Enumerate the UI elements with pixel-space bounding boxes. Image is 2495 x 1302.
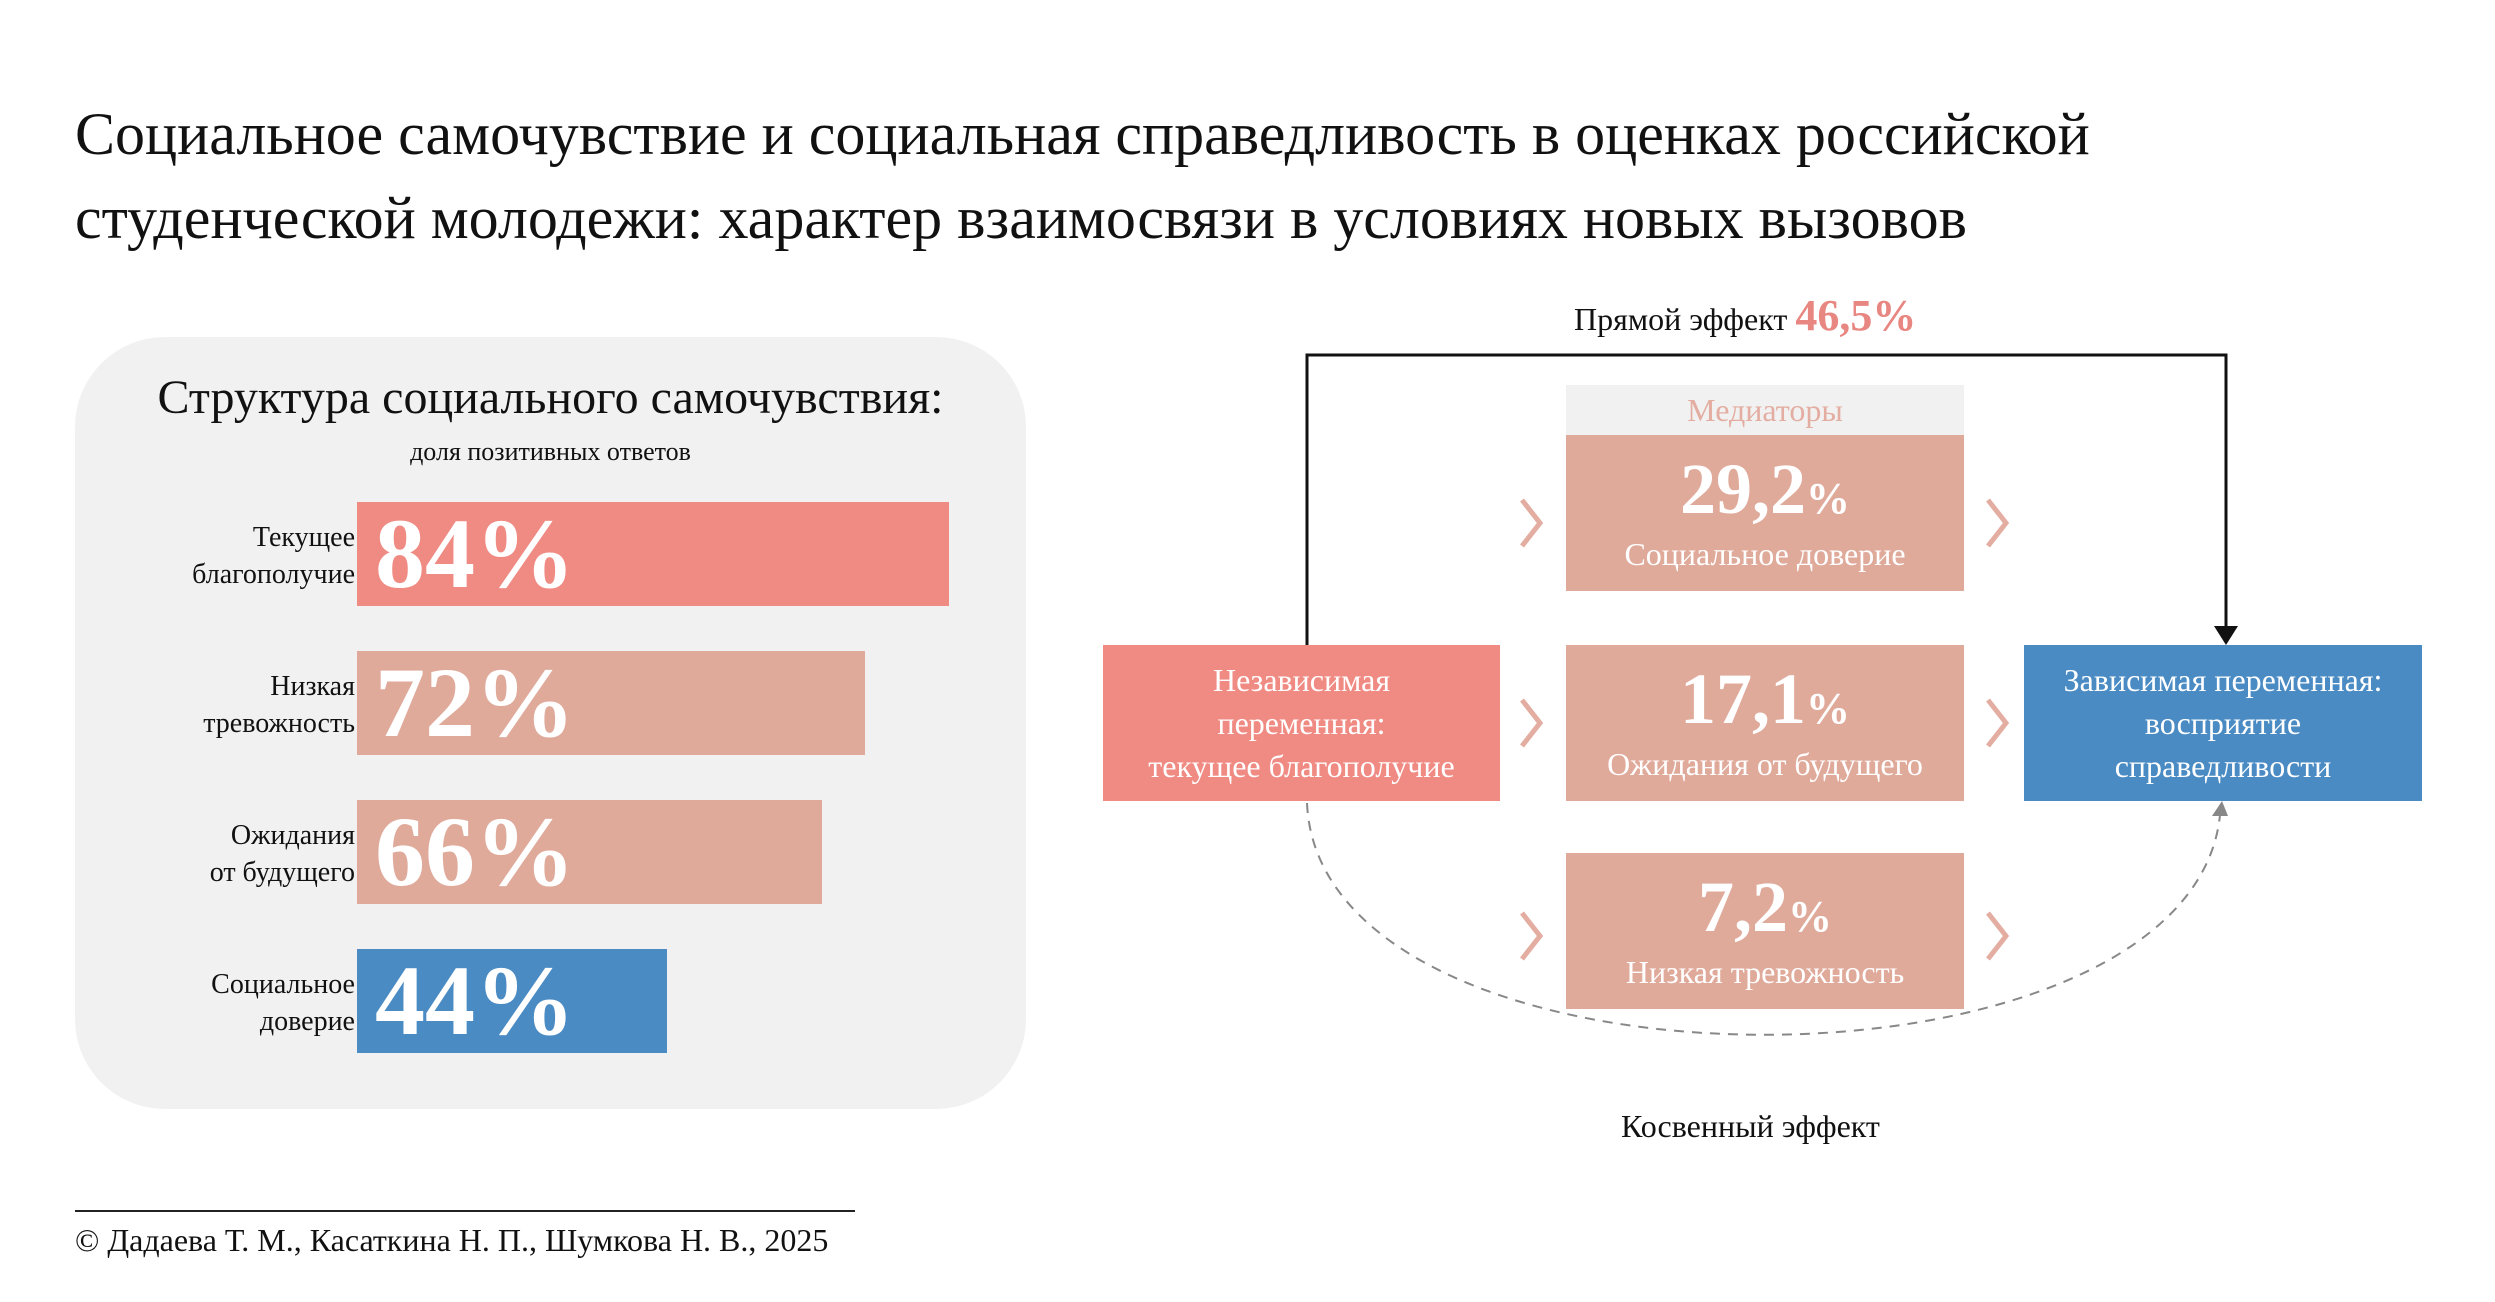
bar-future-expectations: 66% — [357, 796, 822, 907]
chevron-icon — [1986, 498, 2010, 548]
bar-value-label: 44% — [375, 945, 575, 1056]
bar-low-anxiety: 72% — [357, 647, 865, 758]
chevron-icon — [1520, 498, 1544, 548]
independent-variable-box: Независимая переменная: текущее благопол… — [1103, 645, 1500, 801]
title-line-2: студенческой молодежи: характер взаимосв… — [75, 185, 1967, 251]
bar-label-current-wellbeing: Текущее благополучие — [75, 519, 355, 593]
mediator-value: 17,1% — [1680, 663, 1850, 745]
independent-variable-line: переменная: — [1217, 704, 1386, 741]
bar-label-line: доверие — [259, 1006, 355, 1037]
direct-effect-text: Прямой эффект — [1574, 301, 1788, 337]
dependent-variable-line: справедливости — [2114, 747, 2332, 784]
bar-label-future-expectations: Ожидания от будущего — [75, 817, 355, 891]
mediator-number: 17,1 — [1680, 659, 1806, 739]
copyright-footer: © Дадаева Т. М., Касаткина Н. П., Шумков… — [75, 1222, 829, 1258]
mediator-name: Ожидания от будущего — [1607, 746, 1923, 782]
indirect-effect-arrowhead — [2212, 801, 2228, 816]
mediator-low-anxiety: 7,2% Низкая тревожность — [1566, 853, 1964, 1009]
bar-label-line: Ожидания — [230, 820, 355, 851]
wellbeing-structure-panel: Структура социального самочувствия: доля… — [75, 337, 1026, 1109]
mediator-name: Низкая тревожность — [1625, 954, 1905, 990]
bar-value-label: 66% — [375, 796, 575, 907]
bar-label-line: Низкая — [270, 671, 355, 702]
direct-effect-arrowhead — [2214, 626, 2238, 645]
indirect-effect-path — [1306, 802, 2221, 1036]
mediators-title: Медиаторы — [1566, 385, 1964, 435]
direct-effect-value: 46,5% — [1795, 291, 1917, 340]
bar-value-label: 84% — [375, 498, 575, 609]
bar-social-trust: 44% — [357, 945, 667, 1056]
mediator-value: 7,2% — [1698, 871, 1832, 953]
chevron-icon — [1986, 911, 2010, 961]
mediator-future-expectations: 17,1% Ожидания от будущего — [1566, 645, 1964, 801]
page-title: Социальное самочувствие и социальная спр… — [75, 92, 2375, 260]
chevron-icon — [1520, 698, 1544, 748]
mediator-name: Социальное доверие — [1624, 536, 1906, 572]
direct-effect-path — [1305, 353, 2228, 645]
mediator-social-trust: 29,2% Социальное доверие — [1566, 435, 1964, 591]
mediator-percent-sign: % — [1806, 474, 1850, 523]
mediator-percent-sign: % — [1788, 892, 1832, 941]
bar-label-social-trust: Социальное доверие — [75, 966, 355, 1040]
chevron-icon — [1986, 698, 2010, 748]
mediator-number: 29,2 — [1680, 449, 1806, 529]
bar-label-low-anxiety: Низкая тревожность — [75, 668, 355, 742]
bar-current-wellbeing: 84% — [357, 498, 949, 609]
dependent-variable-line: восприятие — [2144, 704, 2302, 741]
bar-label-line: от будущего — [209, 857, 355, 888]
dependent-variable-line: Зависимая переменная: — [2063, 661, 2383, 698]
independent-variable-line: Независимая — [1212, 661, 1391, 698]
panel-subtitle: доля позитивных ответов — [410, 437, 691, 466]
independent-variable-line: текущее благополучие — [1148, 747, 1455, 784]
mediator-percent-sign: % — [1806, 684, 1850, 733]
dependent-variable-box: Зависимая переменная: восприятие справед… — [2024, 645, 2422, 801]
panel-title: Структура социального самочувствия: — [157, 371, 944, 424]
footer-divider — [75, 1210, 855, 1212]
chevron-icon — [1520, 911, 1544, 961]
indirect-effect-label: Косвенный эффект — [1621, 1108, 1880, 1144]
mediator-value: 29,2% — [1680, 453, 1850, 535]
bar-label-line: Текущее — [252, 522, 355, 553]
bar-value-label: 72% — [375, 647, 575, 758]
bar-label-line: Социальное — [211, 969, 355, 1000]
bar-label-line: тревожность — [203, 708, 355, 739]
bar-label-line: благополучие — [192, 559, 355, 590]
title-line-1: Социальное самочувствие и социальная спр… — [75, 101, 2090, 167]
direct-effect-label: Прямой эффект 46,5% — [1574, 290, 1916, 341]
mediator-number: 7,2 — [1698, 867, 1788, 947]
